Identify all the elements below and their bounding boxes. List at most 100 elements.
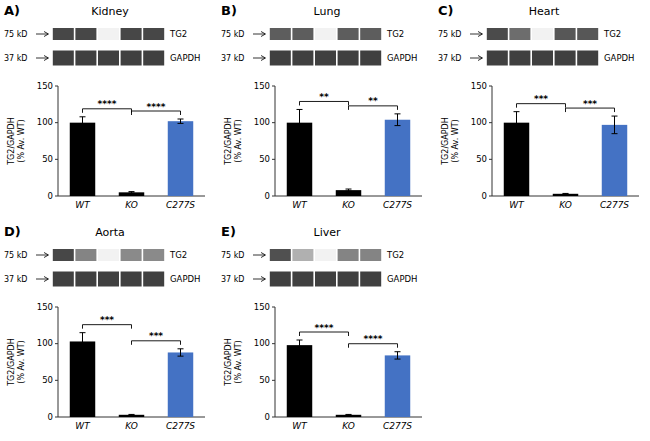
blot-row-label: TG2	[169, 250, 187, 260]
arrow-head	[44, 277, 49, 282]
figure: A) Kidney 75 kD TG2 37 kD GAPDH 0 50 100 150 TG2/G…	[0, 0, 650, 441]
panel-label: C)	[438, 3, 453, 18]
y-tick	[55, 307, 58, 308]
arrow	[253, 58, 265, 59]
arrow-head	[44, 253, 49, 258]
y-tick-label: 0	[265, 412, 270, 422]
blot-band	[75, 272, 96, 287]
size-marker-label: 37 kD	[4, 54, 28, 63]
size-marker-label: 37 kD	[4, 275, 28, 284]
y-tick	[489, 159, 492, 160]
y-tick-label: 150	[254, 302, 270, 312]
blot-band	[315, 249, 336, 261]
y-tick-label: 100	[254, 338, 270, 348]
blot-band	[270, 249, 291, 261]
significance-bracket	[349, 344, 398, 348]
error-bar	[395, 114, 401, 126]
y-tick	[272, 122, 275, 123]
bar	[70, 341, 95, 417]
panel: A)Kidney75 kDTG237 kDGAPDH050100150TG2/G…	[4, 3, 205, 210]
y-axis-label-line: (% Av. WT)	[17, 340, 26, 383]
x-tick-label: WT	[292, 200, 308, 210]
arrow-head	[478, 32, 483, 37]
blot-band	[143, 51, 164, 66]
x-tick-label: C277S	[166, 200, 195, 210]
arrow	[36, 279, 48, 280]
panel: C)Heart75 kDTG237 kDGAPDH050100150TG2/GA…	[438, 3, 639, 210]
significance-label: **	[319, 92, 329, 102]
arrow	[253, 34, 265, 35]
arrow-head	[261, 253, 266, 258]
arrow-head	[261, 32, 266, 37]
panel-label: A)	[4, 3, 20, 18]
y-axis-label-line: (% Av. WT)	[234, 119, 243, 162]
blot-band	[121, 51, 142, 66]
significance-bracket	[300, 101, 349, 105]
blot-band	[509, 28, 530, 40]
blot-band	[487, 28, 508, 40]
significance-bracket	[83, 109, 132, 113]
y-axis-line	[275, 86, 276, 196]
blot-band	[143, 249, 164, 261]
blot-band	[577, 51, 598, 66]
blot-band	[532, 51, 553, 66]
significance-bracket	[566, 108, 615, 112]
blot-row-label: GAPDH	[604, 53, 634, 63]
blot-row-label: TG2	[386, 29, 404, 39]
blot-band	[270, 51, 291, 66]
blot-band	[555, 28, 576, 40]
blot-band	[315, 272, 336, 287]
blot-band	[338, 249, 359, 261]
x-tick-label: KO	[125, 421, 138, 431]
y-axis-label: TG2/GAPDH(% Av. WT)	[441, 117, 460, 166]
y-axis-line	[275, 307, 276, 417]
blot-band	[292, 272, 313, 287]
x-tick-label: C277S	[166, 421, 195, 431]
panel-label: E)	[221, 224, 236, 239]
y-axis-label: TG2/GAPDH(% Av. WT)	[224, 338, 243, 387]
y-tick	[55, 343, 58, 344]
error-bar	[80, 117, 86, 129]
x-tick-label: C277S	[383, 421, 412, 431]
size-marker-label: 75 kD	[221, 30, 245, 39]
significance-bracket	[300, 332, 349, 336]
y-tick-label: 150	[37, 302, 53, 312]
y-tick	[55, 122, 58, 123]
size-marker-label: 37 kD	[221, 54, 245, 63]
y-tick-label: 150	[471, 81, 487, 91]
blot-band	[98, 249, 119, 261]
panel-title: Liver	[314, 226, 341, 239]
error-bar	[80, 333, 86, 351]
error-bar	[129, 414, 135, 416]
bar	[70, 123, 95, 196]
blot-band	[532, 28, 553, 40]
x-tick-label: WT	[75, 200, 91, 210]
arrow-head	[44, 32, 49, 37]
blot-band	[121, 28, 142, 40]
panel-label: B)	[221, 3, 237, 18]
y-axis-label-line: TG2/GAPDH	[7, 117, 16, 166]
y-tick	[489, 122, 492, 123]
size-marker-label: 75 kD	[4, 251, 28, 260]
y-tick	[489, 86, 492, 87]
blot-band	[53, 272, 74, 287]
bar	[287, 345, 312, 417]
panel: B)Lung75 kDTG237 kDGAPDH050100150TG2/GAP…	[221, 3, 422, 210]
panel-title: Kidney	[91, 5, 129, 18]
y-tick-label: 50	[476, 154, 487, 164]
arrow-head	[261, 56, 266, 61]
x-tick-label: KO	[342, 421, 355, 431]
blot-row-label: GAPDH	[170, 53, 200, 63]
y-axis-label-line: (% Av. WT)	[451, 119, 460, 162]
error-bar	[178, 349, 184, 356]
significance-label: ****	[98, 99, 117, 109]
significance-bracket	[349, 106, 398, 110]
blot-row-label: TG2	[169, 29, 187, 39]
blot-band	[338, 51, 359, 66]
blot-band	[98, 28, 119, 40]
x-tick-label: WT	[75, 421, 91, 431]
y-tick	[55, 159, 58, 160]
blot-band	[315, 28, 336, 40]
y-tick-label: 100	[471, 117, 487, 127]
y-tick-label: 50	[259, 154, 270, 164]
